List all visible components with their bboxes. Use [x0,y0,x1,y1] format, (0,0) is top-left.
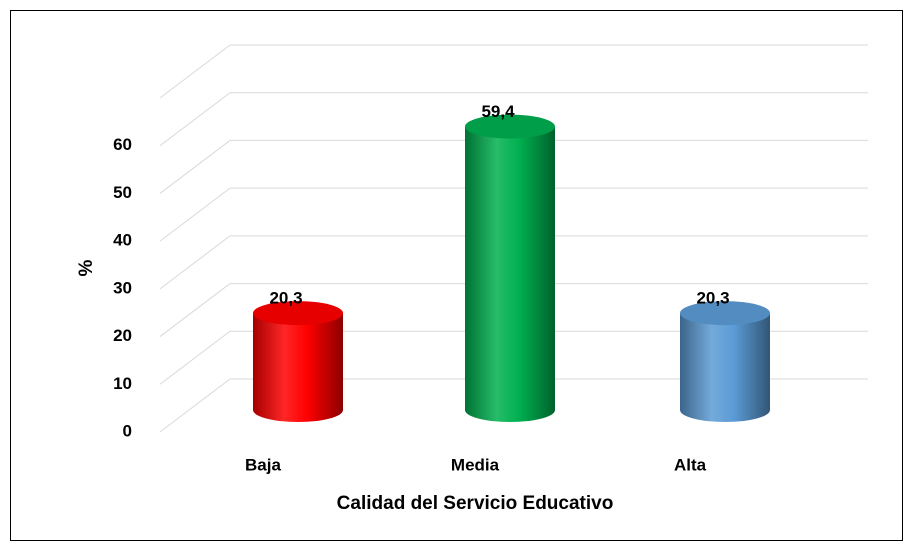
y-tick-label: 0 [123,421,132,440]
grid-line [159,235,231,290]
chart-border [10,10,903,541]
grid-line [159,283,231,337]
grid-line [159,44,231,99]
y-tick-label: 60 [113,135,132,154]
x-axis-title: Calidad del Servicio Educativo [337,493,614,514]
y-tick-label: 50 [113,183,132,202]
grid-line [159,92,231,147]
y-tick-label: 20 [113,326,132,345]
grid-line [159,378,231,433]
y-tick-label: 30 [113,278,132,297]
x-tick-label: Alta [674,455,707,474]
grid-line [159,140,231,194]
y-tick-label: 40 [113,231,132,250]
value-label: 20,3 [696,289,729,308]
x-tick-label: Baja [245,455,281,474]
bar-top [680,301,770,326]
grid-line [159,330,231,385]
value-label: 20,3 [269,289,302,308]
bar [465,126,555,422]
grid-line [159,187,231,242]
bar-top [253,301,343,326]
y-tick-label: 10 [113,374,132,393]
bar-top [465,114,555,139]
x-tick-label: Media [451,455,500,474]
value-label: 59,4 [481,102,515,121]
y-axis-title: % [76,259,97,276]
bar [680,313,770,422]
bar [253,313,343,422]
